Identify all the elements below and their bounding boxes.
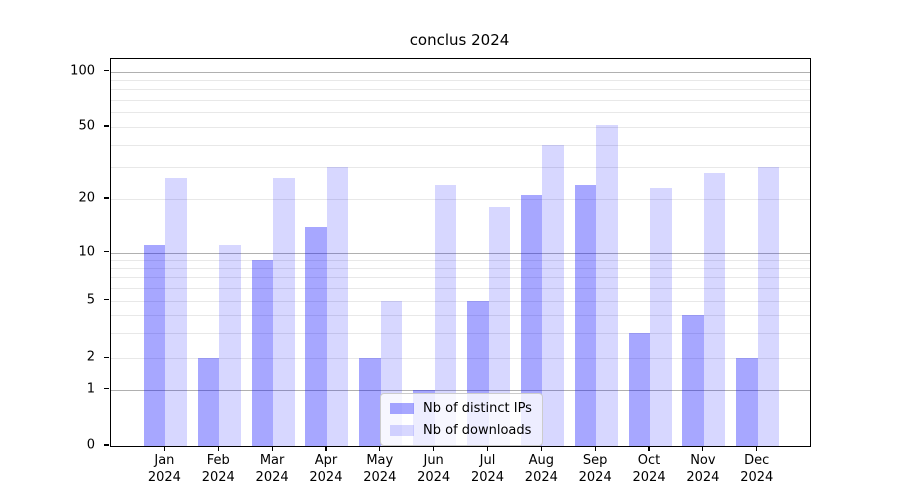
minor-gridline — [111, 144, 810, 146]
minor-gridline — [111, 89, 810, 91]
bar-distinct-ips — [143, 245, 166, 446]
x-tick-label: Dec 2024 — [740, 453, 774, 485]
bar-distinct-ips — [736, 358, 758, 446]
x-tick-mark — [702, 446, 704, 451]
legend: Nb of distinct IPs Nb of downloads — [380, 393, 543, 446]
y-tick-mark — [104, 387, 109, 390]
y-tick-mark — [104, 125, 109, 127]
y-tick-mark — [104, 250, 109, 253]
x-tick-label: Jan 2024 — [147, 453, 181, 485]
x-tick-label: Jul 2024 — [470, 453, 505, 485]
bar-distinct-ips — [628, 332, 651, 446]
x-tick-mark — [648, 446, 650, 451]
x-tick-label: Aug 2024 — [524, 453, 558, 485]
x-tick-label: Oct 2024 — [632, 453, 666, 485]
minor-gridline — [111, 267, 810, 269]
bar-downloads — [596, 125, 618, 446]
y-tick-mark — [104, 197, 109, 199]
y-tick-label: 0 — [86, 437, 95, 453]
y-tick-mark — [104, 356, 109, 358]
y-tick-label: 50 — [78, 118, 95, 134]
x-tick-mark — [540, 446, 542, 451]
legend-label-downloads: Nb of downloads — [423, 423, 532, 438]
bar-downloads — [165, 178, 187, 446]
x-tick-mark — [433, 446, 435, 451]
bar-distinct-ips — [574, 184, 597, 446]
minor-gridline — [111, 314, 810, 316]
major-gridline — [111, 389, 810, 391]
major-gridline — [111, 252, 810, 254]
x-tick-mark — [325, 446, 327, 451]
x-tick-label: Nov 2024 — [686, 453, 720, 485]
bar-downloads — [434, 184, 457, 446]
minor-gridline — [111, 358, 810, 360]
y-tick-label: 5 — [86, 292, 95, 307]
x-tick-mark — [217, 446, 219, 451]
minor-gridline — [111, 332, 810, 334]
x-tick-label: Feb 2024 — [201, 453, 235, 485]
minor-gridline — [111, 79, 810, 81]
y-tick-mark — [104, 69, 109, 72]
minor-gridline — [111, 199, 810, 200]
bar-distinct-ips — [197, 358, 220, 446]
y-tick-mark — [104, 444, 109, 446]
minor-gridline — [111, 100, 810, 102]
legend-item-downloads: Nb of downloads — [390, 423, 532, 438]
bar-distinct-ips — [251, 259, 274, 446]
bar-downloads — [703, 172, 726, 446]
bar-downloads — [542, 144, 564, 446]
bar-downloads — [488, 207, 510, 446]
x-tick-mark — [163, 446, 165, 451]
bar-downloads — [757, 167, 780, 446]
bar-downloads — [219, 245, 241, 446]
minor-gridline — [111, 167, 810, 169]
y-tick-mark — [104, 298, 109, 301]
minor-gridline — [111, 127, 810, 128]
minor-gridline — [111, 287, 810, 289]
y-tick-label: 10 — [78, 244, 95, 259]
x-tick-mark — [486, 446, 489, 451]
plot-area: Nb of distinct IPs Nb of downloads — [110, 58, 811, 447]
legend-label-distinct-ips: Nb of distinct IPs — [423, 401, 532, 416]
x-tick-label: Jun 2024 — [417, 453, 451, 485]
x-tick-label: May 2024 — [363, 453, 397, 485]
bar-distinct-ips — [359, 358, 381, 446]
bar-downloads — [326, 167, 349, 446]
x-tick-label: Sep 2024 — [578, 453, 612, 485]
y-tick-label: 1 — [86, 381, 95, 396]
x-tick-label: Apr 2024 — [309, 453, 343, 485]
y-tick-label: 20 — [78, 190, 95, 206]
x-tick-mark — [271, 446, 273, 451]
x-tick-mark — [594, 446, 596, 451]
minor-gridline — [111, 259, 810, 261]
chart-title: conclus 2024 — [409, 31, 510, 49]
bar-distinct-ips — [520, 195, 543, 446]
y-tick-label: 2 — [86, 349, 95, 365]
y-tick-label: 100 — [70, 63, 95, 78]
bar-distinct-ips — [682, 314, 704, 446]
legend-swatch-downloads — [390, 425, 414, 436]
x-tick-mark — [756, 446, 758, 451]
legend-item-distinct-ips: Nb of distinct IPs — [390, 401, 532, 416]
x-tick-mark — [379, 446, 381, 451]
bar-downloads — [273, 178, 295, 446]
minor-gridline — [111, 300, 810, 302]
minor-gridline — [111, 277, 810, 279]
major-gridline — [111, 71, 810, 73]
bar-downloads — [650, 188, 672, 446]
bar-distinct-ips — [305, 226, 327, 446]
minor-gridline — [111, 112, 810, 114]
x-tick-label: Mar 2024 — [255, 453, 289, 485]
legend-swatch-distinct-ips — [390, 403, 414, 414]
